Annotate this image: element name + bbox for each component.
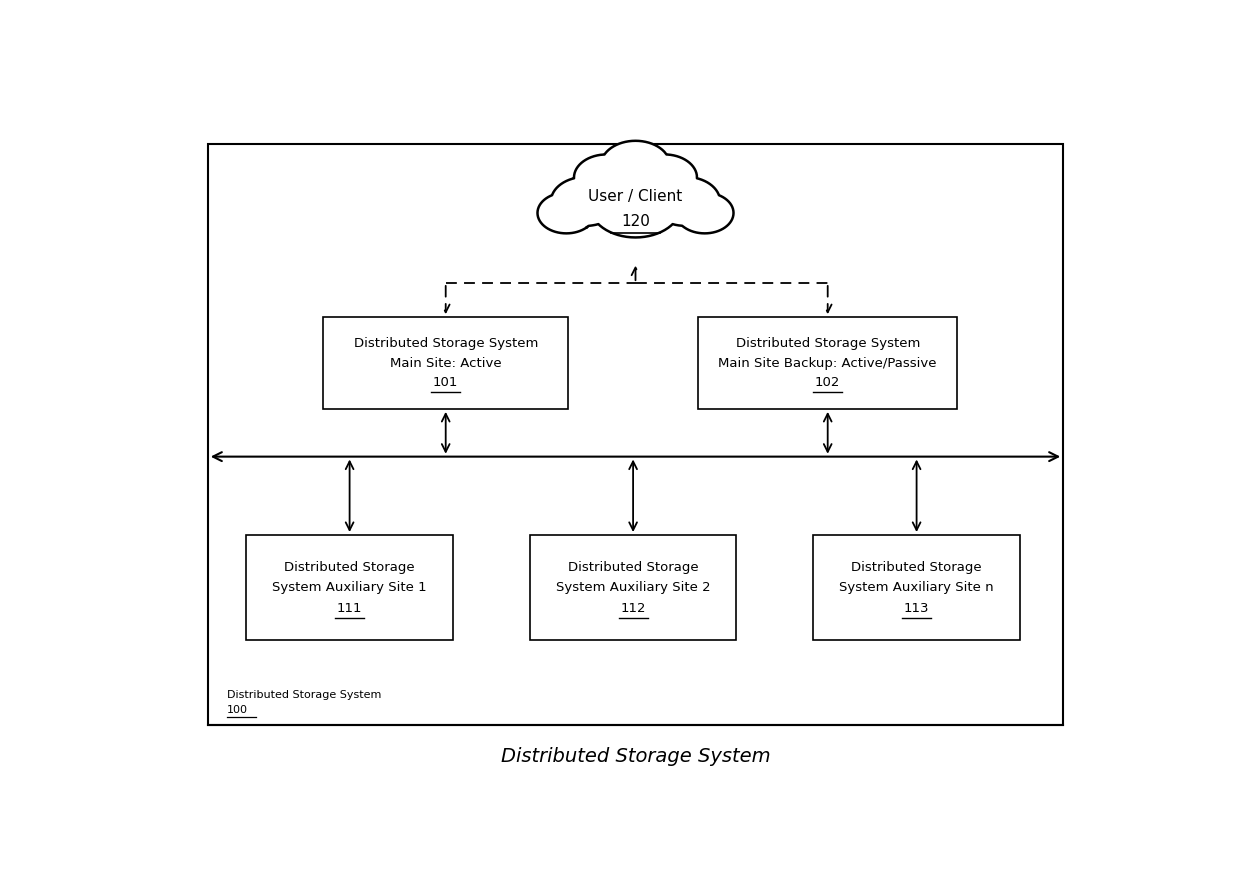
Text: Distributed Storage System: Distributed Storage System	[735, 338, 920, 350]
Text: Distributed Storage: Distributed Storage	[568, 560, 698, 574]
Text: 111: 111	[337, 602, 362, 614]
Bar	[529, 535, 737, 640]
Text: Distributed Storage: Distributed Storage	[852, 560, 982, 574]
Bar	[324, 317, 568, 409]
Bar	[698, 317, 957, 409]
Text: Distributed Storage System: Distributed Storage System	[353, 338, 538, 350]
Text: Distributed Storage System: Distributed Storage System	[227, 690, 382, 700]
Text: Distributed Storage: Distributed Storage	[284, 560, 415, 574]
Polygon shape	[537, 141, 734, 238]
Bar	[247, 535, 453, 640]
Text: 102: 102	[815, 376, 841, 389]
Text: Main Site Backup: Active/Passive: Main Site Backup: Active/Passive	[718, 356, 937, 370]
Text: System Auxiliary Site 2: System Auxiliary Site 2	[556, 581, 711, 594]
Text: 100: 100	[227, 705, 248, 715]
Text: System Auxiliary Site n: System Auxiliary Site n	[839, 581, 994, 594]
Text: System Auxiliary Site 1: System Auxiliary Site 1	[273, 581, 427, 594]
Text: Main Site: Active: Main Site: Active	[389, 356, 501, 370]
Text: 113: 113	[904, 602, 929, 614]
Text: 101: 101	[433, 376, 459, 389]
Text: Distributed Storage System: Distributed Storage System	[501, 747, 770, 766]
Text: 112: 112	[620, 602, 646, 614]
Bar	[208, 143, 1063, 726]
Text: 120: 120	[621, 214, 650, 229]
Bar	[813, 535, 1021, 640]
Text: User / Client: User / Client	[588, 189, 683, 204]
